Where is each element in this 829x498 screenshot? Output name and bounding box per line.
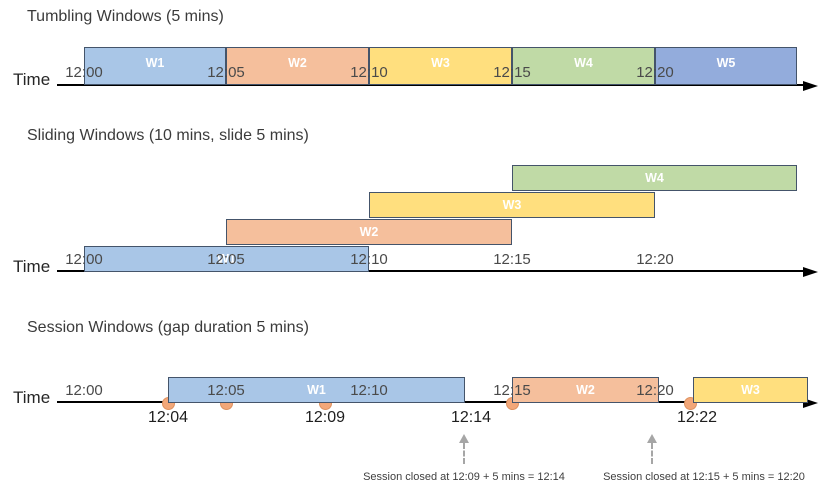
session-windows-tick-label: 12:05 [207,382,245,399]
time-axis-label-session: Time [13,388,51,407]
sliding-windows-window-w2: W2 [226,219,512,245]
time-axis-arrowhead-icon [803,398,818,408]
closure-arrow-shaft [463,443,465,464]
sliding-windows-tick-label: 12:05 [207,251,245,268]
tumbling-windows-tick-label: 12:20 [636,64,674,81]
tumbling-windows-window-w5: W5 [655,47,797,85]
time-axis-sliding [57,270,806,272]
window-label: W2 [288,56,307,70]
window-label: W3 [502,198,522,212]
time-axis-label-sliding: Time [13,257,51,276]
sliding-windows-tick-label: 12:20 [636,251,674,268]
closure-annotation: Session closed at 12:09 + 5 mins = 12:14 [363,471,565,483]
sliding-windows-tick-label: 12:00 [65,251,103,268]
session-windows-tick-label: 12:00 [65,382,103,399]
time-axis-label-tumbling: Time [13,70,51,89]
time-axis-tumbling [57,84,806,86]
session-windows-window-w1: W1 [168,377,465,403]
event-time-label: 12:22 [676,409,718,426]
time-axis-arrowhead-icon [803,81,818,91]
tumbling-windows-tick-label: 12:10 [350,64,388,81]
window-label: W1 [145,56,165,70]
tumbling-windows-tick-label: 12:15 [493,64,531,81]
sliding-windows-tick-label: 12:15 [493,251,531,268]
time-axis-arrowhead-icon [803,267,818,277]
window-label: W2 [359,225,379,239]
session-windows-tick-label: 12:15 [493,382,531,399]
tumbling-windows-tick-label: 12:00 [65,64,103,81]
window-label: W2 [576,383,595,397]
closure-arrow-shaft [651,443,653,464]
tumbling-windows-window-w4: W4 [512,47,655,85]
window-label: W4 [574,56,593,70]
tumbling-windows-window-w2: W2 [226,47,369,85]
closure-arrow-icon [459,434,469,443]
event-time-label: 12:14 [450,409,492,426]
window-label: W1 [217,252,236,266]
sliding-windows-window-w4: W4 [512,165,797,191]
sliding-windows-tick-label: 12:10 [350,251,388,268]
session-windows-window-w2: W2 [512,377,659,403]
closure-annotation: Session closed at 12:15 + 5 mins = 12:20 [603,471,805,483]
section-title-session: Session Windows (gap duration 5 mins) [27,319,309,336]
session-windows-tick-label: 12:10 [350,382,388,399]
section-title-sliding: Sliding Windows (10 mins, slide 5 mins) [27,127,309,144]
window-label: W3 [431,56,450,70]
tumbling-windows-window-w3: W3 [369,47,512,85]
window-label: W3 [741,383,760,397]
session-windows-tick-label: 12:20 [636,382,674,399]
closure-arrow-icon [647,434,657,443]
session-windows-window-w3: W3 [693,377,808,403]
window-label: W1 [307,383,326,397]
tumbling-windows-tick-label: 12:05 [207,64,245,81]
sliding-windows-window-w3: W3 [369,192,655,218]
window-label: W5 [716,56,736,70]
section-title-tumbling: Tumbling Windows (5 mins) [27,8,224,25]
event-time-label: 12:09 [304,409,346,426]
sliding-windows-window-w1: W1 [84,246,369,272]
window-label: W4 [645,171,664,185]
tumbling-windows-window-w1: W1 [84,47,226,85]
event-time-label: 12:04 [147,409,189,426]
